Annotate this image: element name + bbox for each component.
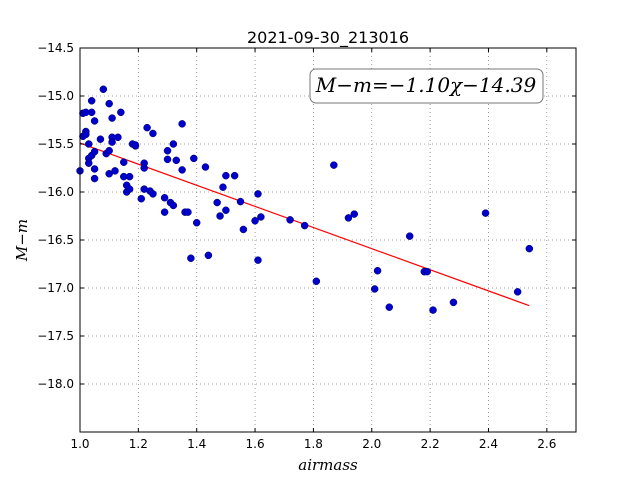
data-point <box>105 99 113 108</box>
data-point <box>96 135 105 143</box>
data-point <box>239 225 248 234</box>
data-point <box>219 183 227 191</box>
data-point <box>90 147 99 156</box>
x-tick-label: 2.6 <box>537 437 556 451</box>
data-point <box>513 288 522 296</box>
data-point <box>216 212 224 220</box>
data-point <box>125 172 134 181</box>
data-point <box>163 155 172 164</box>
data-point <box>82 130 90 139</box>
data-point <box>385 303 394 311</box>
data-point <box>140 164 148 172</box>
data-point <box>350 210 359 218</box>
data-point <box>213 198 221 207</box>
data-point <box>90 174 99 183</box>
data-point <box>373 266 382 275</box>
data-point <box>87 108 96 117</box>
data-point <box>370 285 379 293</box>
x-tick-label: 1.4 <box>187 437 206 451</box>
data-point <box>344 214 353 222</box>
data-point <box>429 306 437 314</box>
y-tick-label: −17.0 <box>37 281 74 295</box>
data-point <box>169 140 178 148</box>
data-point <box>187 254 195 262</box>
x-tick-label: 1.2 <box>129 437 148 451</box>
data-point <box>125 185 134 193</box>
x-tick-label: 1.6 <box>246 437 265 451</box>
data-point <box>222 171 230 180</box>
y-tick-label: −16.0 <box>37 185 74 199</box>
y-tick-label: −15.0 <box>37 89 74 103</box>
data-point <box>178 166 186 174</box>
data-point <box>87 97 96 105</box>
data-point <box>85 140 93 148</box>
data-point <box>192 218 201 227</box>
data-point <box>201 163 210 171</box>
data-point <box>149 190 157 198</box>
data-point <box>111 167 119 175</box>
data-point <box>190 154 198 163</box>
data-point <box>236 197 245 206</box>
data-point <box>254 256 262 264</box>
data-point <box>99 85 108 94</box>
data-point <box>178 120 186 128</box>
data-point <box>312 277 321 286</box>
x-tick-label: 2.0 <box>362 437 381 451</box>
y-tick-label: −15.5 <box>37 137 74 151</box>
data-point <box>114 133 122 142</box>
data-point <box>254 190 262 198</box>
data-point <box>85 159 93 167</box>
y-tick-labels: −14.5 −15.0 −15.5 −16.0 −16.5 −17.0 −17.5 −18.0 <box>37 41 74 391</box>
data-point <box>525 244 534 253</box>
data-point <box>120 158 128 166</box>
data-point <box>405 232 414 240</box>
y-axis-label: M−m <box>13 219 31 262</box>
data-point <box>251 217 259 225</box>
data-point <box>108 138 116 146</box>
data-point <box>108 114 116 122</box>
y-tick-label: −18.0 <box>37 377 74 391</box>
data-point <box>172 156 181 165</box>
data-points <box>76 85 534 314</box>
data-point <box>90 165 99 173</box>
y-tick-label: −16.5 <box>37 233 74 247</box>
data-point <box>143 123 151 132</box>
data-point <box>449 298 458 307</box>
data-point <box>163 146 172 155</box>
data-point <box>423 267 431 276</box>
data-point <box>105 146 113 155</box>
data-point <box>481 209 490 217</box>
x-tick-label: 1.8 <box>304 437 323 451</box>
annotation-box <box>309 68 544 104</box>
axis-ticks <box>79 47 576 432</box>
data-point <box>137 194 146 203</box>
data-point <box>160 194 169 202</box>
fit-equation: M−m=−1.10χ−14.39 <box>315 73 537 97</box>
data-point <box>222 206 230 214</box>
data-point <box>149 129 157 138</box>
data-point <box>286 216 294 224</box>
data-point <box>169 201 178 210</box>
data-point <box>160 208 169 216</box>
x-tick-label: 2.2 <box>421 437 440 451</box>
y-tick-label: −17.5 <box>37 329 74 343</box>
y-tick-label: −14.5 <box>37 41 74 55</box>
data-point <box>257 213 265 221</box>
data-point <box>204 251 213 260</box>
data-point <box>330 161 338 169</box>
data-point <box>184 208 192 216</box>
x-tick-label: 1.0 <box>70 437 89 451</box>
data-point <box>117 108 125 117</box>
chart-title: 2021-09-30_213016 <box>247 28 409 48</box>
data-point <box>131 141 140 149</box>
x-axis-label: airmass <box>298 456 358 474</box>
x-tick-label: 2.4 <box>479 437 498 451</box>
data-point <box>300 221 309 230</box>
data-point <box>230 171 239 180</box>
data-point <box>90 117 99 125</box>
x-tick-labels: 1.0 1.2 1.4 1.6 1.8 2.0 2.2 2.4 2.6 <box>70 437 556 451</box>
